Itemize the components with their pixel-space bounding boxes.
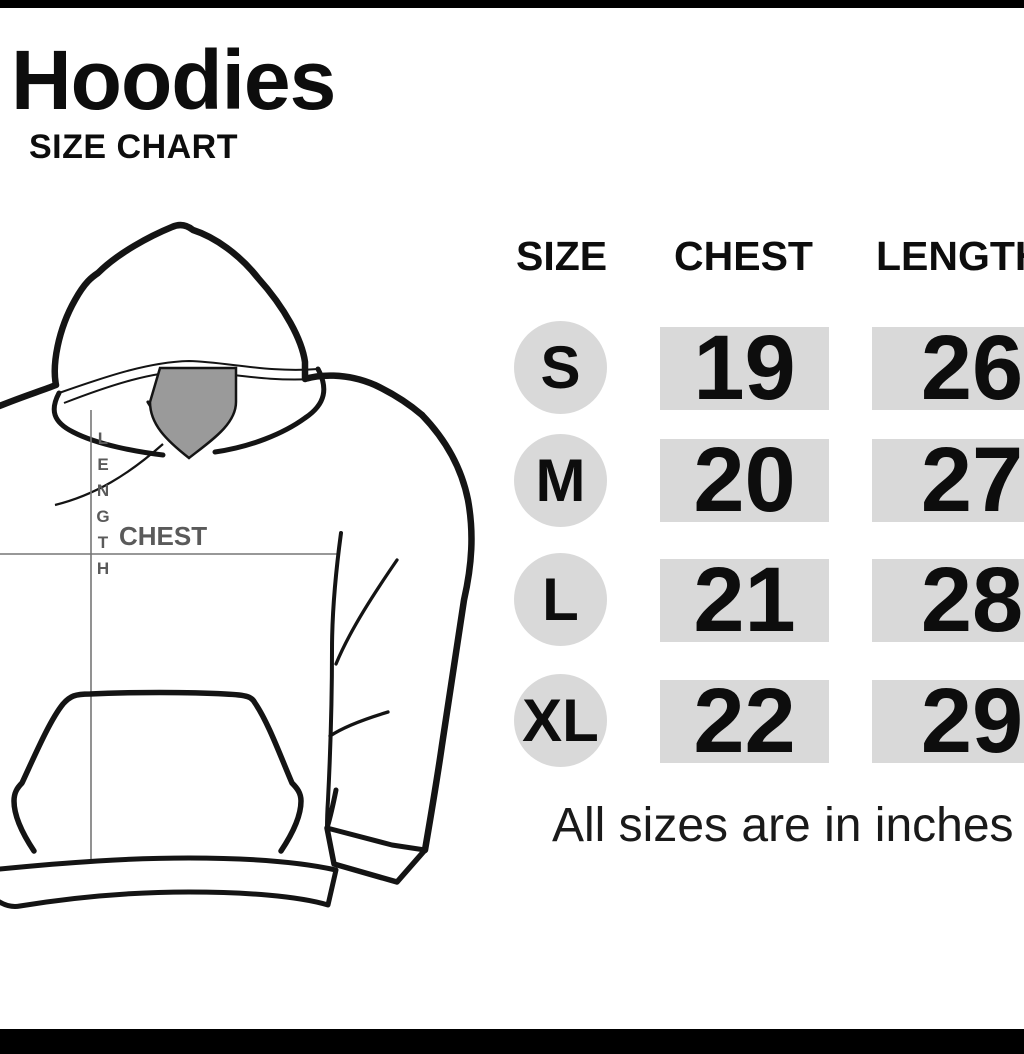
svg-text:E: E xyxy=(97,455,108,474)
svg-text:T: T xyxy=(98,533,109,552)
svg-text:CHEST: CHEST xyxy=(119,521,207,551)
svg-text:N: N xyxy=(97,481,109,500)
svg-text:H: H xyxy=(97,559,109,578)
svg-text:G: G xyxy=(96,507,109,526)
svg-text:L: L xyxy=(98,429,108,448)
